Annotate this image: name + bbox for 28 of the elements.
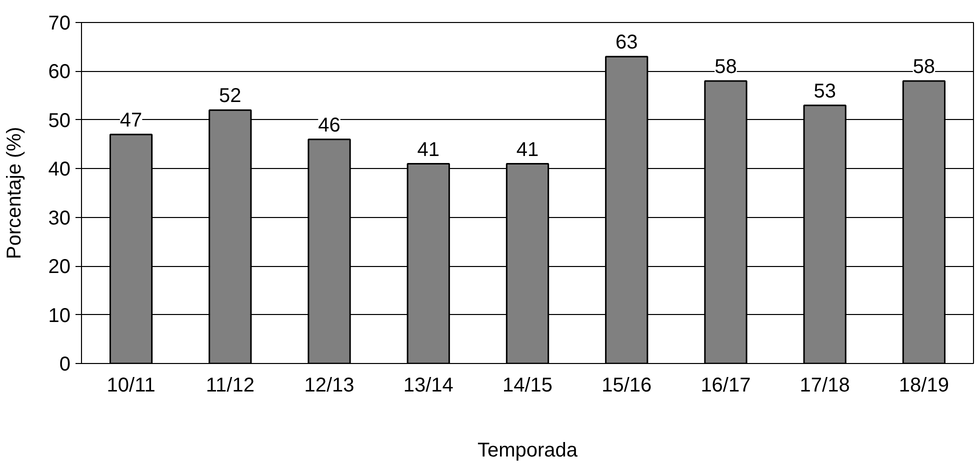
y-axis-title: Porcentaje (%): [3, 126, 26, 260]
y-tick-label: 10: [48, 304, 71, 327]
x-tick-label: 16/17: [700, 374, 751, 396]
y-tick-label: 20: [48, 256, 71, 278]
x-tick-label: 13/14: [403, 374, 454, 396]
x-axis-title: Temporada: [477, 440, 578, 462]
x-tick-label: 18/19: [898, 374, 949, 396]
data-label: 46: [318, 114, 340, 136]
x-tick-label: 12/13: [304, 374, 354, 396]
data-label: 41: [417, 138, 440, 161]
x-tick-label: 15/16: [602, 374, 652, 396]
x-tick-label: 11/12: [206, 374, 254, 396]
data-label: 53: [814, 80, 836, 102]
y-tick-label: 40: [48, 158, 71, 181]
x-tick-label: 14/15: [502, 374, 553, 396]
data-label: 58: [912, 56, 936, 78]
data-label: 41: [516, 138, 539, 161]
x-tick-label: 17/18: [800, 374, 850, 396]
data-label: 47: [120, 110, 142, 132]
y-tick-label: 60: [48, 61, 71, 84]
y-tick-label: 30: [48, 207, 71, 230]
data-label: 63: [615, 32, 638, 54]
y-tick-label: 50: [48, 110, 71, 132]
y-tick-label: 0: [59, 354, 70, 376]
x-tick-label: 10/11: [106, 374, 156, 396]
data-label: 58: [714, 56, 737, 78]
y-tick-label: 70: [48, 12, 71, 34]
data-label: 52: [219, 85, 242, 108]
